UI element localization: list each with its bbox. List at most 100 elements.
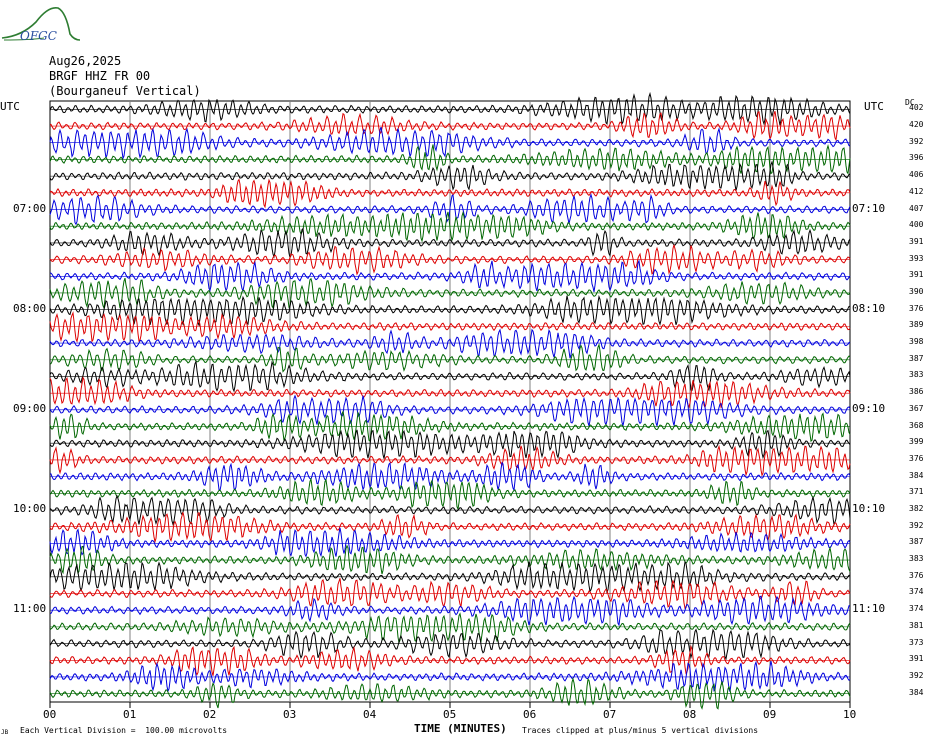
dc-offset-label: 391 <box>909 654 924 664</box>
trace-4 <box>49 143 851 175</box>
trace-3 <box>49 126 851 161</box>
dc-offset-label: 407 <box>909 203 924 213</box>
right-time-label: 10:10 <box>852 502 886 515</box>
trace-18 <box>49 376 851 409</box>
dc-offset-label: 406 <box>909 170 924 180</box>
ofgc-logo: OFGC <box>1 6 80 43</box>
dc-offset-label: 367 <box>909 403 924 413</box>
dc-offset-label: 399 <box>909 437 924 447</box>
corner-mark: JB <box>1 729 9 736</box>
trace-36 <box>49 677 851 710</box>
x-tick-label: 05 <box>443 708 457 721</box>
left-time-label: 11:00 <box>13 602 47 616</box>
trace-5 <box>49 160 851 191</box>
x-tick-label: 10 <box>843 708 857 721</box>
dc-offset-label: 396 <box>909 153 924 163</box>
dc-offset-label: 391 <box>909 270 924 280</box>
trace-31 <box>49 595 851 627</box>
x-tick-label: 03 <box>283 708 297 721</box>
dc-offset-label: 398 <box>909 337 924 347</box>
dc-offset-label: 382 <box>909 504 924 513</box>
dc-offset-label: 374 <box>909 587 924 597</box>
dc-offset-label: 384 <box>909 687 924 697</box>
trace-28 <box>49 544 851 575</box>
dc-offset-label: 383 <box>909 554 924 564</box>
trace-14 <box>49 311 851 343</box>
trace-12 <box>49 277 851 310</box>
dc-offset-label: 402 <box>909 103 924 113</box>
trace-20 <box>49 410 851 443</box>
dc-offset-label: 374 <box>909 604 924 614</box>
trace-9 <box>49 227 851 259</box>
trace-2 <box>49 110 851 142</box>
trace-22 <box>49 444 851 477</box>
trace-35 <box>49 660 851 693</box>
traces <box>49 91 851 710</box>
dc-offset-label: 376 <box>909 453 924 463</box>
right-time-label: 11:10 <box>852 602 886 616</box>
dc-offset-label: 386 <box>909 387 924 397</box>
dc-offset-label: 420 <box>909 120 924 130</box>
left-time-label: 07:00 <box>13 201 47 215</box>
x-tick-label: 02 <box>203 708 217 721</box>
right-tz-label: UTC <box>864 100 884 113</box>
trace-32 <box>49 612 851 645</box>
dc-offset-label: 392 <box>909 136 924 146</box>
dc-offset-label: 391 <box>909 236 924 246</box>
x-tick-label: 07 <box>603 708 617 721</box>
dc-offset-label: 373 <box>909 637 924 647</box>
dc-offset-label: 389 <box>909 320 924 330</box>
x-tick-label: 00 <box>43 708 57 721</box>
dc-offset-label: 368 <box>909 420 924 430</box>
division-note: Each Vertical Division = 100.00 microvol… <box>20 726 228 735</box>
trace-15 <box>49 328 851 359</box>
right-time-label: 07:10 <box>852 201 886 215</box>
trace-29 <box>49 560 851 595</box>
trace-21 <box>49 429 851 460</box>
dc-offset-label: 371 <box>909 487 924 497</box>
left-tz-label: UTC <box>0 100 20 113</box>
trace-24 <box>49 477 851 511</box>
dc-offset-label: 393 <box>909 253 924 263</box>
dc-column-label: DC <box>905 98 915 107</box>
trace-6 <box>49 178 851 209</box>
dc-offset-label: 390 <box>909 286 924 296</box>
x-tick-label: 04 <box>363 708 377 721</box>
trace-16 <box>49 343 851 373</box>
x-tick-label: 08 <box>683 708 697 721</box>
dc-offset-label: 376 <box>909 570 924 580</box>
x-tick-label: 06 <box>523 708 537 721</box>
dc-offset-label: 387 <box>909 537 924 547</box>
station-label: (Bourganeuf Vertical) <box>49 84 201 98</box>
dc-offset-label: 387 <box>909 353 924 363</box>
logo-text: OFGC <box>20 29 57 43</box>
trace-30 <box>49 578 851 609</box>
right-time-label: 09:10 <box>852 401 886 415</box>
trace-34 <box>49 644 851 676</box>
dc-offset-label: 384 <box>909 470 924 480</box>
dc-offset-label: 383 <box>909 370 924 380</box>
dc-offset-label: 392 <box>909 520 924 530</box>
trace-25 <box>49 494 851 527</box>
trace-33 <box>49 628 851 661</box>
x-tick-label: 01 <box>123 708 137 721</box>
channel-label: BRGF HHZ FR 00 <box>49 69 151 83</box>
left-time-label: 08:00 <box>13 301 47 315</box>
dc-offset-label: 400 <box>909 220 924 230</box>
x-axis-title: TIME (MINUTES) <box>414 722 507 735</box>
dc-offset-label: 412 <box>909 186 924 196</box>
dc-offset-label: 392 <box>909 670 924 680</box>
right-time-label: 08:10 <box>852 301 886 315</box>
trace-1 <box>49 91 851 126</box>
clip-note: Traces clipped at plus/minus 5 vertical … <box>522 726 759 735</box>
trace-7 <box>49 193 851 226</box>
trace-26 <box>49 512 851 544</box>
trace-23 <box>49 461 851 492</box>
trace-27 <box>49 527 851 558</box>
date-label: Aug26,2025 <box>49 54 122 68</box>
trace-17 <box>49 359 851 393</box>
x-tick-label: 09 <box>763 708 777 721</box>
trace-11 <box>49 259 851 293</box>
dc-offset-label: 376 <box>909 303 924 313</box>
